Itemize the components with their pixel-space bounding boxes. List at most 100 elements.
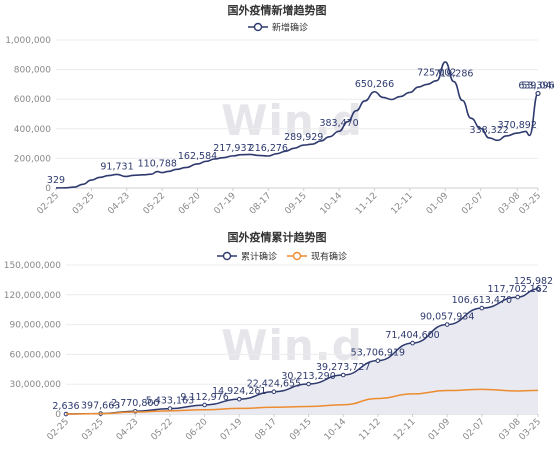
data-label: 30,213,290 <box>281 371 335 382</box>
data-point <box>236 396 242 402</box>
x-tick-label: 12-11 <box>392 417 418 443</box>
legend-marker-swatch <box>222 251 232 261</box>
data-label: 5,433,163 <box>146 396 194 407</box>
data-label: 117,702,162 <box>487 284 547 295</box>
new-cases-x-axis: 02-25 03-25 04-23 05-22 06-20 07-19 08-17 09-15… <box>36 188 544 217</box>
legend-new-confirmed: 新增确诊 <box>272 22 308 34</box>
data-label: 217,937 <box>213 143 252 154</box>
data-label: 53,706,919 <box>351 348 405 359</box>
x-tick-label: 08-17 <box>248 191 274 217</box>
legend-marker-swatch <box>292 251 302 261</box>
cumulative-watermark: Win.d <box>221 321 363 370</box>
x-tick-label: 04-23 <box>106 191 132 217</box>
data-label: 53,396 <box>521 80 554 91</box>
cumulative-y-axis: 0 30,000,000 60,000,000 90,000,000 120,000,0… <box>4 261 62 420</box>
data-label: 725,002 <box>417 68 456 79</box>
y-tick-label: 0 <box>55 410 61 420</box>
x-tick-label: 03-08 <box>497 191 523 217</box>
data-label: 2,770,800 <box>111 398 159 409</box>
data-label: 125,982,7 <box>514 276 554 287</box>
x-tick-label: 06-20 <box>177 191 203 217</box>
data-point <box>515 294 520 300</box>
x-tick-label: 07-19 <box>212 191 238 217</box>
data-label: 216,276 <box>249 143 288 154</box>
data-label: 39,273,727 <box>316 362 370 373</box>
y-tick-label: 400,000 <box>14 125 51 135</box>
x-tick-label: 12-11 <box>389 191 415 217</box>
series-line-1 <box>65 388 539 415</box>
y-tick-label: 0 <box>45 184 51 194</box>
y-tick-label: 60,000,000 <box>9 350 61 360</box>
x-tick-label: 08-17 <box>253 417 279 443</box>
new-cases-chart-title: 国外疫情新增趋势图 <box>228 3 327 17</box>
data-label: 9,112,976 <box>180 392 228 403</box>
data-label: 71,404,600 <box>385 330 439 341</box>
data-label: 329 <box>47 175 65 186</box>
data-point <box>167 406 173 411</box>
legend-marker-swatch <box>253 22 263 32</box>
x-tick-label: 11-12 <box>354 191 380 217</box>
data-point <box>306 381 311 387</box>
data-point <box>375 358 381 363</box>
data-label: 22,424,655 <box>247 379 301 390</box>
x-tick-label: 04-23 <box>115 417 141 443</box>
data-label: 639,044 <box>518 80 554 91</box>
x-tick-label: 02-07 <box>460 191 486 217</box>
x-tick-label: 11-12 <box>357 417 383 443</box>
data-label: 14,924,261 <box>212 386 266 397</box>
x-tick-label: 03-08 <box>497 417 523 443</box>
legend-cumulative-confirmed: 累计确诊 <box>241 251 277 263</box>
y-tick-label: 150,000,000 <box>4 261 62 271</box>
cumulative-legend[interactable]: 累计确诊 现有确诊 <box>217 251 347 263</box>
x-tick-label: 06-20 <box>184 417 210 443</box>
data-label: 338,322 <box>470 125 509 136</box>
data-label: 370,892 <box>498 120 537 131</box>
y-tick-label: 120,000,000 <box>4 291 62 301</box>
data-point <box>340 372 346 378</box>
new-cases-chart: 国外疫情新增趋势图 Win.d 新增确诊 0 200,000 400,000 600,… <box>5 3 554 217</box>
data-label: 106,613,470 <box>452 295 512 306</box>
y-tick-label: 200,000 <box>14 154 51 164</box>
cumulative-data-labels: 2,636 397,6632,770,8005,433,1639,112,9761… <box>52 276 554 412</box>
x-tick-label: 07-19 <box>219 417 245 443</box>
x-tick-label: 10-14 <box>323 417 349 443</box>
x-tick-label: 01-09 <box>425 191 451 217</box>
x-tick-label: 03-25 <box>80 417 106 443</box>
data-label: 2,636 <box>52 401 79 412</box>
data-label: 289,929 <box>284 132 323 143</box>
cumulative-x-axis: 02-25 03-25 04-23 05-22 06-20 07-19 08-17 09-15… <box>46 414 544 443</box>
x-tick-label: 03-25 <box>518 417 544 443</box>
y-tick-label: 1,000,000 <box>5 36 51 46</box>
new-cases-watermark: Win.d <box>221 96 363 145</box>
cumulative-chart-title: 国外疫情累计趋势图 <box>228 230 327 244</box>
cumulative-series <box>63 286 541 417</box>
x-tick-label: 02-25 <box>46 417 72 443</box>
y-tick-label: 600,000 <box>14 95 51 105</box>
x-tick-label: 01-09 <box>427 417 453 443</box>
x-tick-label: 09-15 <box>283 191 309 217</box>
data-label: 110,788 <box>138 159 177 170</box>
new-cases-y-axis: 0 200,000 400,000 600,000 800,000 1,000,000 <box>5 36 51 194</box>
x-tick-label: 02-07 <box>461 417 487 443</box>
data-point <box>271 389 277 395</box>
data-label: 91,731 <box>100 161 133 172</box>
data-label: 383,470 <box>319 118 358 129</box>
x-tick-label: 03-25 <box>71 191 97 217</box>
new-cases-series <box>55 61 541 189</box>
data-point <box>444 322 450 327</box>
x-tick-label: 02-25 <box>36 191 62 217</box>
x-tick-label: 03-25 <box>518 191 544 217</box>
data-label: 162,584 <box>178 151 217 162</box>
data-point <box>202 402 207 408</box>
x-tick-label: 05-22 <box>150 417 176 443</box>
data-label: 90,057,934 <box>420 312 474 323</box>
cumulative-cases-chart: 国外疫情累计趋势图 Win.d 累计确诊 现有确诊 0 30,000,000 60,… <box>4 230 554 443</box>
legend-active-confirmed: 现有确诊 <box>311 251 347 263</box>
data-label: 650,266 <box>355 79 394 90</box>
x-tick-label: 09-15 <box>288 417 314 443</box>
series-area-0 <box>66 288 538 414</box>
new-cases-legend[interactable]: 新增确诊 <box>248 22 308 34</box>
new-cases-data-labels: 329 53,396 91,731 110,788162,584217,937216,… <box>47 68 554 186</box>
